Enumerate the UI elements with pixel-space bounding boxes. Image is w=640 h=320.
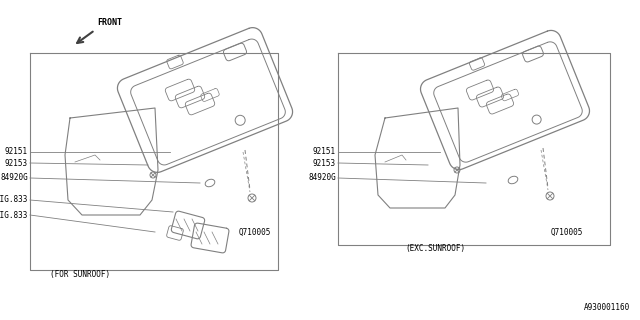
Text: (EXC.SUNROOF): (EXC.SUNROOF)	[405, 244, 465, 252]
Text: FIG.833: FIG.833	[0, 211, 28, 220]
Text: (FOR SUNROOF): (FOR SUNROOF)	[50, 270, 110, 279]
Text: 92151: 92151	[5, 148, 28, 156]
Text: Q710005: Q710005	[239, 228, 271, 237]
Text: Q710005: Q710005	[551, 228, 583, 237]
Text: FRONT: FRONT	[97, 18, 122, 27]
Text: 92151: 92151	[313, 148, 336, 156]
Text: 92153: 92153	[313, 158, 336, 167]
Text: A930001160: A930001160	[584, 303, 630, 312]
Text: 92153: 92153	[5, 158, 28, 167]
Text: FIG.833: FIG.833	[0, 196, 28, 204]
Text: 84920G: 84920G	[308, 173, 336, 182]
Text: 84920G: 84920G	[0, 173, 28, 182]
